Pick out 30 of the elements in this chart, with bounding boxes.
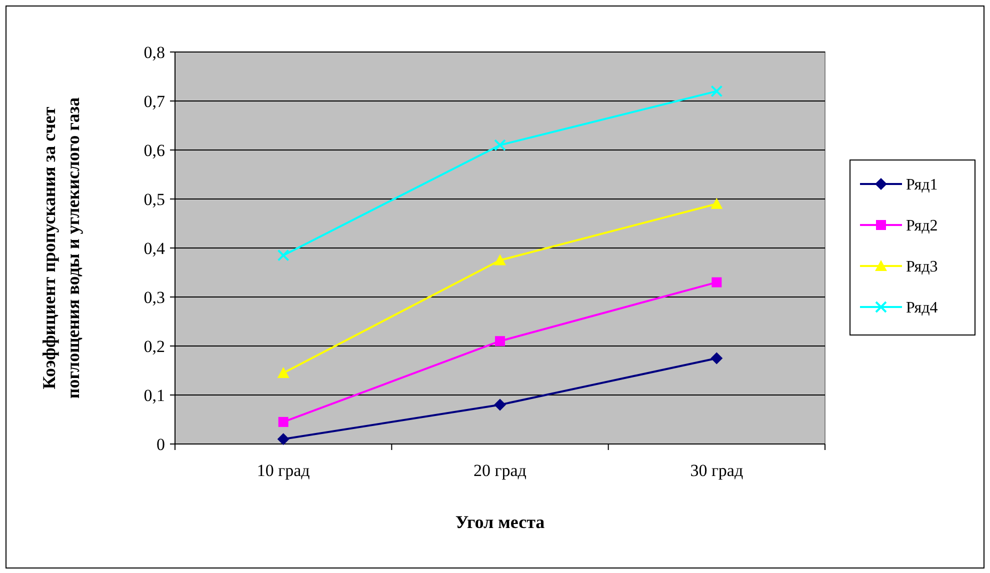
point — [277, 366, 290, 378]
point — [494, 398, 506, 411]
point — [494, 254, 506, 266]
point — [278, 416, 288, 427]
point — [710, 85, 723, 98]
legend-label: Ряд2 — [906, 218, 938, 235]
point — [712, 277, 722, 288]
y-tick-label: 0,3 — [144, 288, 165, 307]
y-tick-label: 0,4 — [144, 238, 166, 258]
x-tick-label: 10 град — [256, 461, 310, 480]
y-tick-label: 0,6 — [144, 140, 165, 160]
x-tick-label: 30 град — [690, 461, 744, 480]
point — [495, 336, 505, 346]
legend-label: Ряд1 — [906, 176, 938, 194]
y-tick-label: 0,8 — [144, 42, 165, 62]
y-axis-title: Коэффициент пропускания за счет поглощения воды и углекислого газа — [39, 97, 83, 399]
y-tick-label: 0,5 — [144, 190, 165, 209]
y-tick-label: 0,2 — [144, 336, 165, 356]
point — [277, 249, 290, 262]
point — [710, 198, 723, 209]
point — [277, 433, 290, 446]
y-tick-label: 0 — [156, 434, 165, 454]
legend-label: Ряд4 — [906, 300, 938, 317]
point — [710, 352, 723, 364]
legend-label: Ряд3 — [906, 258, 938, 276]
x-tick-label: 20 град — [474, 461, 527, 480]
x-axis-title: Угол места — [455, 512, 545, 532]
point — [494, 139, 506, 152]
y-tick-label: 0,7 — [144, 92, 166, 111]
y-tick-label: 0,1 — [144, 386, 165, 405]
